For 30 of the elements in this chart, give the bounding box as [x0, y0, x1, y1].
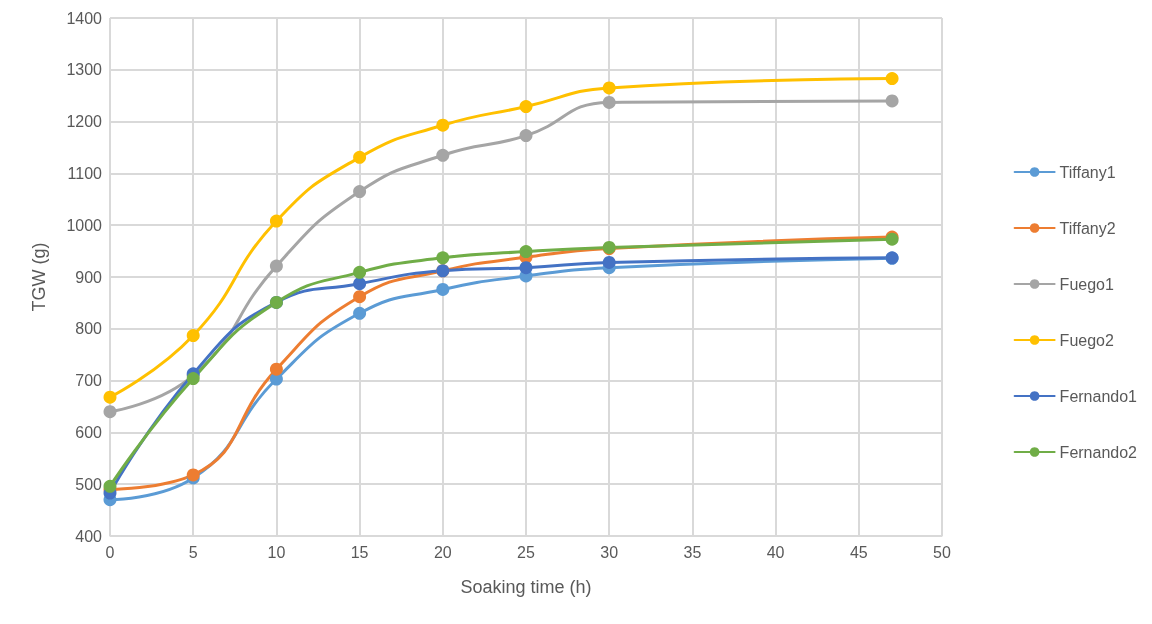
y-tick-label: 800	[75, 320, 103, 338]
legend-label: Fernando1	[1059, 387, 1138, 405]
x-tick-label: 35	[683, 543, 702, 561]
x-tick-label: 10	[267, 543, 286, 561]
y-tick-label: 1300	[66, 61, 103, 79]
legend-label: Fuego1	[1059, 275, 1114, 293]
x-tick-label: 25	[517, 543, 535, 561]
x-tick-label: 40	[766, 543, 785, 561]
y-tick-label: 1100	[67, 164, 103, 182]
legend-label: Fuego2	[1059, 331, 1114, 349]
y-tick-label: 1000	[66, 216, 103, 234]
y-tick-label: 900	[75, 268, 103, 286]
x-tick-label: 0	[105, 543, 115, 561]
y-tick-label: 500	[75, 475, 103, 493]
legend-label: Tiffany1	[1059, 163, 1116, 181]
y-tick-label: 1400	[66, 9, 103, 27]
y-tick-label: 400	[75, 527, 103, 545]
x-tick-label: 45	[849, 543, 868, 561]
y-axis-title: TGW (g)	[29, 242, 49, 312]
x-axis-title: Soaking time (h)	[460, 577, 592, 597]
x-tick-label: 20	[433, 543, 452, 561]
x-tick-label: 50	[933, 543, 951, 561]
y-tick-label: 600	[75, 423, 103, 441]
x-tick-label: 30	[600, 543, 619, 561]
legend-label: Tiffany2	[1059, 219, 1116, 237]
y-tick-label: 1200	[66, 113, 103, 131]
y-tick-label: 700	[75, 372, 103, 390]
x-tick-label: 5	[188, 543, 198, 561]
legend-label: Fernando2	[1059, 443, 1138, 461]
x-tick-label: 15	[350, 543, 369, 561]
